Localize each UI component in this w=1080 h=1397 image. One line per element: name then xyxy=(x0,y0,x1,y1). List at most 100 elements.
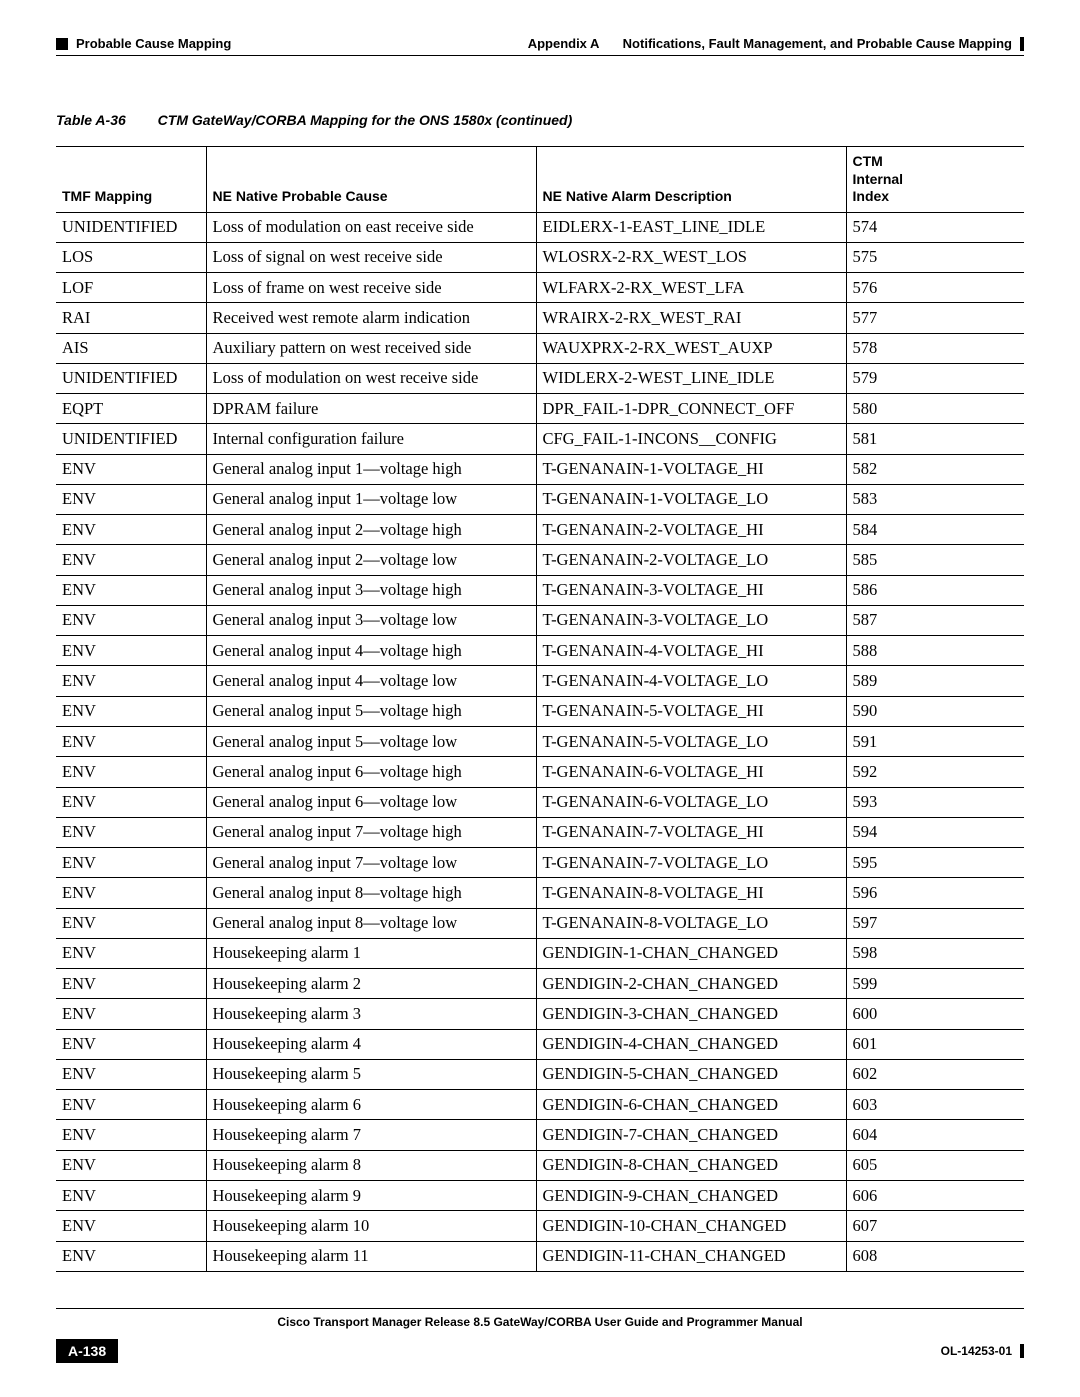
cell-alarm: WLOSRX-2-RX_WEST_LOS xyxy=(536,242,846,272)
cell-alarm: GENDIGIN-4-CHAN_CHANGED xyxy=(536,1029,846,1059)
cell-tmf: ENV xyxy=(56,757,206,787)
table-row: ENVGeneral analog input 4—voltage lowT-G… xyxy=(56,666,1024,696)
table-caption: Table A-36 CTM GateWay/CORBA Mapping for… xyxy=(56,112,1024,128)
cell-tmf: ENV xyxy=(56,817,206,847)
table-header-row: TMF Mapping NE Native Probable Cause NE … xyxy=(56,147,1024,213)
page-number-badge: A-138 xyxy=(56,1339,118,1363)
table-row: UNIDENTIFIEDInternal configuration failu… xyxy=(56,424,1024,454)
cell-tmf: ENV xyxy=(56,1090,206,1120)
cell-cause: Internal configuration failure xyxy=(206,424,536,454)
cell-alarm: WIDLERX-2-WEST_LINE_IDLE xyxy=(536,363,846,393)
cell-index: 587 xyxy=(846,605,1024,635)
cell-tmf: LOS xyxy=(56,242,206,272)
cell-index: 595 xyxy=(846,848,1024,878)
cell-tmf: ENV xyxy=(56,787,206,817)
cell-alarm: T-GENANAIN-5-VOLTAGE_LO xyxy=(536,727,846,757)
doc-id: OL-14253-01 xyxy=(941,1344,1012,1358)
cell-tmf: ENV xyxy=(56,605,206,635)
footer-right: OL-14253-01 xyxy=(941,1344,1024,1358)
cell-cause: Housekeeping alarm 3 xyxy=(206,999,536,1029)
col-header-cause: NE Native Probable Cause xyxy=(206,147,536,213)
cell-cause: Housekeeping alarm 1 xyxy=(206,938,536,968)
cell-cause: General analog input 8—voltage high xyxy=(206,878,536,908)
table-row: LOFLoss of frame on west receive sideWLF… xyxy=(56,273,1024,303)
cell-cause: General analog input 1—voltage low xyxy=(206,484,536,514)
cell-cause: General analog input 7—voltage low xyxy=(206,848,536,878)
cell-alarm: T-GENANAIN-1-VOLTAGE_LO xyxy=(536,484,846,514)
table-row: ENVHousekeeping alarm 5GENDIGIN-5-CHAN_C… xyxy=(56,1059,1024,1089)
cell-cause: DPRAM failure xyxy=(206,394,536,424)
table-row: ENVGeneral analog input 2—voltage lowT-G… xyxy=(56,545,1024,575)
table-row: ENVHousekeeping alarm 1GENDIGIN-1-CHAN_C… xyxy=(56,938,1024,968)
appendix-title: Notifications, Fault Management, and Pro… xyxy=(623,36,1012,51)
cell-alarm: GENDIGIN-10-CHAN_CHANGED xyxy=(536,1211,846,1241)
table-row: ENVGeneral analog input 2—voltage highT-… xyxy=(56,515,1024,545)
table-row: LOSLoss of signal on west receive sideWL… xyxy=(56,242,1024,272)
table-row: ENVHousekeeping alarm 3GENDIGIN-3-CHAN_C… xyxy=(56,999,1024,1029)
cell-tmf: ENV xyxy=(56,848,206,878)
cell-index: 583 xyxy=(846,484,1024,514)
cell-tmf: ENV xyxy=(56,1181,206,1211)
cell-alarm: GENDIGIN-5-CHAN_CHANGED xyxy=(536,1059,846,1089)
cell-index: 585 xyxy=(846,545,1024,575)
cell-cause: General analog input 1—voltage high xyxy=(206,454,536,484)
table-row: ENVHousekeeping alarm 7GENDIGIN-7-CHAN_C… xyxy=(56,1120,1024,1150)
cell-alarm: T-GENANAIN-3-VOLTAGE_HI xyxy=(536,575,846,605)
table-caption-text: CTM GateWay/CORBA Mapping for the ONS 15… xyxy=(158,112,573,128)
table-body: UNIDENTIFIEDLoss of modulation on east r… xyxy=(56,212,1024,1271)
cell-tmf: ENV xyxy=(56,696,206,726)
cell-alarm: T-GENANAIN-5-VOLTAGE_HI xyxy=(536,696,846,726)
cell-index: 593 xyxy=(846,787,1024,817)
cell-tmf: ENV xyxy=(56,1241,206,1271)
table-row: ENVGeneral analog input 8—voltage lowT-G… xyxy=(56,908,1024,938)
cell-cause: General analog input 8—voltage low xyxy=(206,908,536,938)
table-row: ENVGeneral analog input 6—voltage highT-… xyxy=(56,757,1024,787)
cell-cause: Received west remote alarm indication xyxy=(206,303,536,333)
cell-index: 602 xyxy=(846,1059,1024,1089)
header-left: Probable Cause Mapping xyxy=(56,36,231,51)
cell-cause: Housekeeping alarm 8 xyxy=(206,1150,536,1180)
cell-index: 575 xyxy=(846,242,1024,272)
square-bullet-icon xyxy=(56,38,68,50)
cell-alarm: T-GENANAIN-6-VOLTAGE_LO xyxy=(536,787,846,817)
cell-tmf: ENV xyxy=(56,999,206,1029)
cell-index: 604 xyxy=(846,1120,1024,1150)
cell-alarm: GENDIGIN-9-CHAN_CHANGED xyxy=(536,1181,846,1211)
cell-cause: Housekeeping alarm 5 xyxy=(206,1059,536,1089)
cell-cause: Housekeeping alarm 4 xyxy=(206,1029,536,1059)
cell-tmf: ENV xyxy=(56,878,206,908)
cell-tmf: ENV xyxy=(56,1029,206,1059)
cell-cause: Housekeeping alarm 7 xyxy=(206,1120,536,1150)
cell-tmf: ENV xyxy=(56,484,206,514)
footer-row: A-138 OL-14253-01 xyxy=(56,1339,1024,1363)
cell-tmf: ENV xyxy=(56,1150,206,1180)
cell-tmf: ENV xyxy=(56,666,206,696)
cell-cause: Housekeeping alarm 10 xyxy=(206,1211,536,1241)
cell-index: 600 xyxy=(846,999,1024,1029)
cell-index: 599 xyxy=(846,969,1024,999)
table-row: ENVGeneral analog input 6—voltage lowT-G… xyxy=(56,787,1024,817)
section-title: Probable Cause Mapping xyxy=(76,36,231,51)
footer-rule xyxy=(56,1308,1024,1309)
cell-index: 576 xyxy=(846,273,1024,303)
cell-cause: General analog input 5—voltage low xyxy=(206,727,536,757)
col-header-index-l3: Index xyxy=(853,188,890,204)
cell-cause: General analog input 3—voltage high xyxy=(206,575,536,605)
cell-tmf: ENV xyxy=(56,1211,206,1241)
cell-alarm: GENDIGIN-3-CHAN_CHANGED xyxy=(536,999,846,1029)
table-row: RAIReceived west remote alarm indication… xyxy=(56,303,1024,333)
cell-index: 608 xyxy=(846,1241,1024,1271)
cell-index: 577 xyxy=(846,303,1024,333)
col-header-index-l1: CTM xyxy=(853,153,883,169)
cell-tmf: ENV xyxy=(56,545,206,575)
cell-tmf: ENV xyxy=(56,908,206,938)
cell-index: 591 xyxy=(846,727,1024,757)
table-row: ENVHousekeeping alarm 6GENDIGIN-6-CHAN_C… xyxy=(56,1090,1024,1120)
cell-alarm: GENDIGIN-7-CHAN_CHANGED xyxy=(536,1120,846,1150)
cell-index: 588 xyxy=(846,636,1024,666)
cell-cause: Auxiliary pattern on west received side xyxy=(206,333,536,363)
cell-index: 580 xyxy=(846,394,1024,424)
cell-index: 584 xyxy=(846,515,1024,545)
table-row: ENVGeneral analog input 7—voltage lowT-G… xyxy=(56,848,1024,878)
cell-alarm: WRAIRX-2-RX_WEST_RAI xyxy=(536,303,846,333)
